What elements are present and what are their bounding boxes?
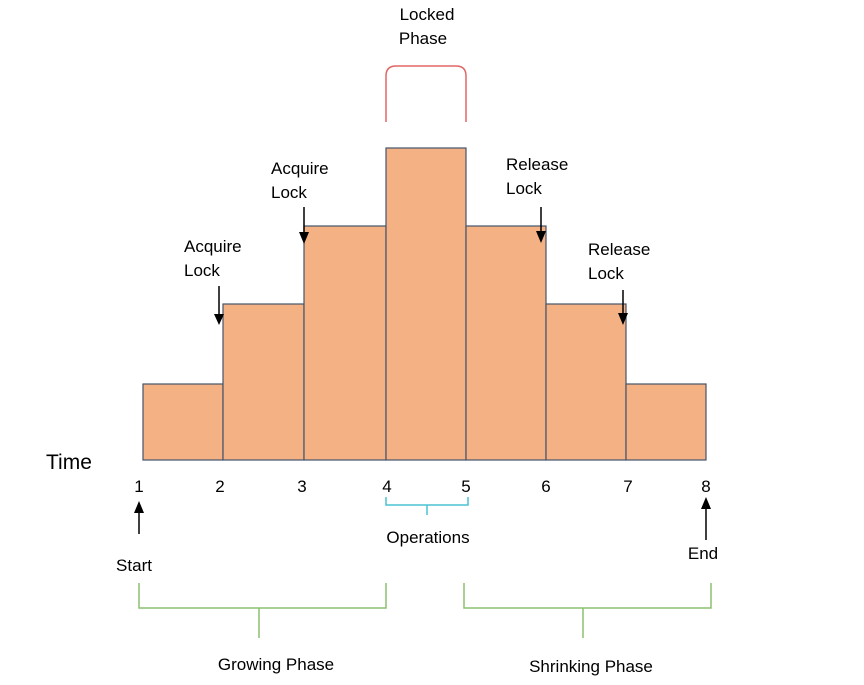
release-lock-2-label-line1: Release bbox=[588, 240, 650, 259]
end-arrow bbox=[701, 497, 711, 540]
locked-phase-label-line2: Phase bbox=[399, 29, 447, 48]
tick-label-6: 6 bbox=[541, 477, 550, 496]
step-bar-6 bbox=[545, 303, 627, 461]
acquire-lock-2-arrow bbox=[299, 207, 309, 244]
release-lock-2-label-line2: Lock bbox=[588, 264, 624, 283]
step-bar-5 bbox=[465, 225, 547, 461]
acquire-lock-1-arrow bbox=[214, 286, 224, 325]
tick-label-4: 4 bbox=[382, 477, 391, 496]
acquire-lock-2-label-line2: Lock bbox=[271, 183, 307, 202]
growing-phase-bracket bbox=[138, 583, 387, 638]
step-bar-2 bbox=[222, 303, 305, 461]
operations-bracket bbox=[385, 497, 469, 515]
acquire-lock-1-label-line1: Acquire bbox=[184, 237, 242, 256]
time-ticks: 1 2 3 4 5 6 7 8 bbox=[134, 477, 710, 496]
tick-label-5: 5 bbox=[461, 477, 470, 496]
release-lock-1-label-line2: Lock bbox=[506, 179, 542, 198]
locked-phase-label-line1: Locked bbox=[400, 5, 455, 24]
acquire-lock-1-label-line2: Lock bbox=[184, 261, 220, 280]
start-label: Start bbox=[116, 556, 152, 575]
tick-label-7: 7 bbox=[623, 477, 632, 496]
end-label: End bbox=[688, 544, 718, 563]
time-axis-label: Time bbox=[46, 451, 92, 474]
tick-label-1: 1 bbox=[134, 477, 143, 496]
locked-phase-bracket bbox=[385, 65, 467, 122]
shrinking-phase-label: Shrinking Phase bbox=[529, 657, 653, 676]
operations-label: Operations bbox=[386, 528, 469, 547]
step-bar-3 bbox=[303, 225, 387, 461]
growing-phase-label: Growing Phase bbox=[218, 655, 334, 674]
start-arrow bbox=[134, 501, 144, 534]
step-bar-7 bbox=[625, 383, 707, 461]
release-lock-1-arrow bbox=[536, 207, 546, 243]
tick-label-3: 3 bbox=[297, 477, 306, 496]
tick-label-8: 8 bbox=[701, 477, 710, 496]
tick-label-2: 2 bbox=[215, 477, 224, 496]
shrinking-phase-bracket bbox=[463, 583, 712, 638]
step-bars bbox=[142, 147, 707, 461]
step-bar-1 bbox=[142, 383, 224, 461]
step-bar-4 bbox=[385, 147, 467, 461]
release-lock-2-arrow bbox=[618, 290, 628, 325]
acquire-lock-2-label-line1: Acquire bbox=[271, 159, 329, 178]
release-lock-1-label-line1: Release bbox=[506, 155, 568, 174]
